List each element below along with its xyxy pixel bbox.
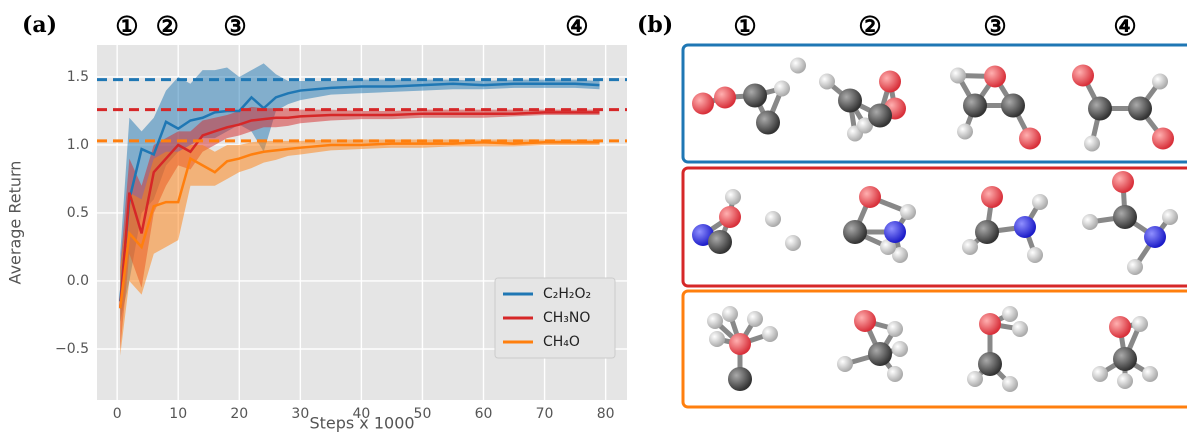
atom [979, 313, 1001, 335]
atom [1084, 136, 1100, 152]
atom [963, 94, 987, 118]
x-tick-label: 50 [414, 406, 432, 422]
atom [1113, 205, 1137, 229]
atom [756, 111, 780, 135]
atom [975, 220, 999, 244]
y-tick-label: 0.5 [67, 205, 89, 221]
atom [1113, 347, 1137, 371]
atom [722, 306, 738, 322]
atom [1072, 65, 1094, 87]
atom [838, 89, 862, 113]
atom [1012, 321, 1028, 337]
atom [1142, 366, 1158, 382]
y-tick-label: 1.0 [67, 137, 89, 153]
step-marker: ③ [223, 12, 246, 42]
x-axis-label: Steps x 1000 [309, 414, 414, 433]
atom [854, 310, 876, 332]
x-tick-label: 70 [536, 406, 554, 422]
atom [765, 211, 781, 227]
atom [1117, 373, 1133, 389]
row-box [683, 291, 1187, 407]
row-box [683, 168, 1187, 286]
atom [707, 313, 723, 329]
x-tick-label: 30 [291, 406, 309, 422]
atom [887, 366, 903, 382]
y-axis-label: Average Return [6, 161, 25, 285]
y-tick-label: 1.5 [67, 69, 89, 85]
atom [879, 71, 901, 93]
legend-label: C₂H₂O₂ [543, 286, 591, 302]
column-header: ① [733, 12, 756, 42]
atom [1001, 94, 1025, 118]
atom [868, 104, 892, 128]
x-tick-label: 10 [169, 406, 187, 422]
x-tick-label: 80 [597, 406, 615, 422]
step-marker: ② [156, 12, 179, 42]
x-tick-label: 0 [113, 406, 122, 422]
atom [1092, 366, 1108, 382]
atom [859, 186, 881, 208]
atom [728, 367, 752, 391]
atom [978, 352, 1002, 376]
panel-label: (a) [22, 12, 57, 38]
step-marker: ① [115, 12, 138, 42]
atom [774, 81, 790, 97]
atom [714, 87, 736, 109]
atom [1144, 226, 1166, 248]
atom [868, 342, 892, 366]
step-marker: ④ [565, 12, 588, 42]
atom [1082, 214, 1098, 230]
atom [1162, 209, 1178, 225]
atom [790, 58, 806, 74]
atom [967, 371, 983, 387]
column-header: ③ [983, 12, 1006, 42]
atom [819, 74, 835, 90]
panel-label: (b) [637, 12, 673, 38]
y-tick-label: −0.5 [55, 341, 89, 357]
legend-label: CH₃NO [543, 310, 590, 326]
atom [843, 220, 867, 244]
x-tick-label: 20 [230, 406, 248, 422]
atom [981, 186, 1003, 208]
atom [1132, 316, 1148, 332]
column-header: ② [858, 12, 881, 42]
atom [1128, 97, 1152, 121]
atom [747, 311, 763, 327]
y-tick-label: 0.0 [67, 273, 89, 289]
column-header: ④ [1113, 12, 1136, 42]
atom [892, 341, 908, 357]
atom [1152, 128, 1174, 150]
atom [729, 333, 751, 355]
atom [1112, 171, 1134, 193]
atom [1002, 376, 1018, 392]
atom [785, 235, 801, 251]
atom [884, 221, 906, 243]
atom [709, 331, 725, 347]
x-tick-label: 60 [475, 406, 493, 422]
atom [708, 230, 732, 254]
atom [1027, 247, 1043, 263]
atom [962, 239, 978, 255]
atom [692, 93, 714, 115]
atom [1127, 259, 1143, 275]
atom [725, 189, 741, 205]
atom [900, 204, 916, 220]
atom [1019, 128, 1041, 150]
atom [1014, 216, 1036, 238]
figure: (a) (b) 01020304050607080−0.50.00.51.01.… [0, 0, 1187, 434]
atom [1109, 316, 1131, 338]
atom [1152, 74, 1168, 90]
atom [837, 356, 853, 372]
atom [984, 66, 1006, 88]
atom [1088, 97, 1112, 121]
atom [1002, 306, 1018, 322]
atom [743, 84, 767, 108]
atom [762, 326, 778, 342]
atom [1032, 194, 1048, 210]
atom [950, 68, 966, 84]
legend-label: CH₄O [543, 334, 580, 350]
atom [957, 124, 973, 140]
atom [887, 321, 903, 337]
atom [719, 206, 741, 228]
